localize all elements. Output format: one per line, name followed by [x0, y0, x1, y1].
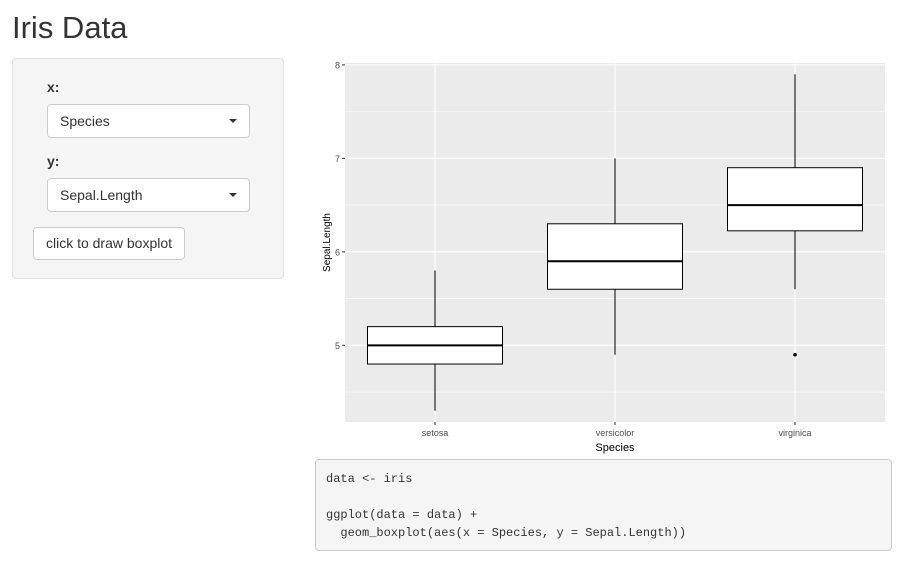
y-select-label: y:: [47, 153, 60, 169]
box-versicolor: [547, 223, 683, 290]
x-axis-title: Species: [595, 442, 635, 454]
box-virginica: [727, 167, 863, 232]
x-tick-label: setosa: [422, 428, 449, 438]
y-select-value: Sepal.Length: [60, 187, 143, 203]
draw-boxplot-button[interactable]: click to draw boxplot: [33, 227, 185, 260]
y-tick-label: 8: [335, 60, 340, 70]
y-tick-label: 6: [335, 247, 340, 257]
outlier-point: [793, 352, 797, 357]
x-tick-label: virginica: [778, 428, 811, 438]
x-tick-label: versicolor: [596, 428, 635, 438]
y-axis-title: Sepal.Length: [322, 213, 333, 272]
page-title: Iris Data: [12, 10, 128, 45]
y-tick-label: 7: [335, 154, 340, 164]
boxplot-chart: 5 6 7 8 setosa versicolor virginica Species Sepa…: [322, 60, 885, 454]
x-select-value: Species: [60, 113, 110, 129]
x-select[interactable]: Species: [47, 104, 250, 138]
y-tick-label: 5: [335, 341, 340, 351]
y-select[interactable]: Sepal.Length: [47, 178, 250, 212]
x-select-label: x:: [47, 79, 60, 95]
caret-down-icon: [229, 119, 237, 123]
sidebar-panel: x: Species y: Sepal.Length click to draw…: [12, 58, 284, 279]
caret-down-icon: [229, 193, 237, 197]
code-block: data <- iris ggplot(data = data) + geom_…: [315, 459, 892, 551]
